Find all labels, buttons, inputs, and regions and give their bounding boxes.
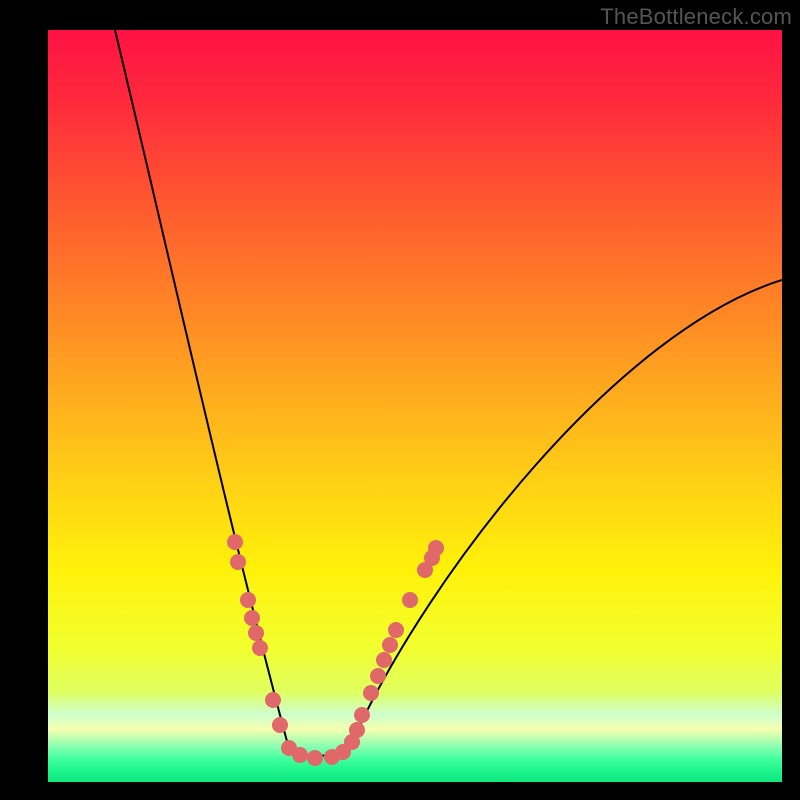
curve-marker-point [252,640,268,656]
curve-marker-point [376,652,392,668]
curve-marker-point [388,622,404,638]
curve-marker-point [240,592,256,608]
curve-marker-point [265,692,281,708]
curve-marker-point [244,610,260,626]
watermark-text: TheBottleneck.com [600,4,792,30]
curve-marker-point [248,625,264,641]
curve-marker-point [349,722,365,738]
curve-marker-point [370,668,386,684]
curve-marker-point [227,534,243,550]
bottleneck-chart [0,0,800,800]
curve-marker-point [307,750,323,766]
curve-marker-point [292,747,308,763]
curve-marker-point [382,637,398,653]
curve-marker-point [363,685,379,701]
curve-marker-point [428,540,444,556]
curve-marker-point [354,707,370,723]
chart-plot-area [48,30,782,782]
curve-marker-point [272,717,288,733]
chart-container: TheBottleneck.com [0,0,800,800]
curve-marker-point [230,554,246,570]
curve-marker-point [402,592,418,608]
